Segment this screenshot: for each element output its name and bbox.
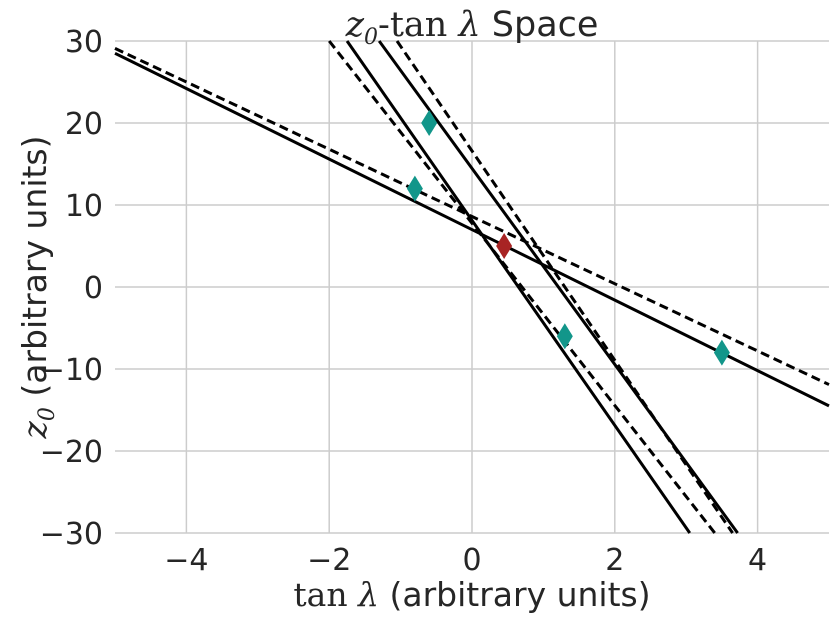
xlabel-lambda: λ: [356, 575, 379, 614]
series-line-4: [114, 47, 830, 386]
chart-title: z0-tan λ Space: [345, 5, 599, 50]
diamond-point-3: [556, 323, 573, 350]
lines: [114, 40, 830, 534]
x-tick-label: −2: [307, 543, 351, 578]
y-tick-label: 10: [65, 189, 103, 224]
diamond-point-2: [421, 110, 438, 136]
title-text: Space: [481, 5, 599, 45]
series-line-6: [395, 40, 734, 534]
title-tan: -tan: [378, 5, 458, 45]
x-axis-label: tan λ (arbitrary units): [293, 575, 650, 614]
x-tick-label: 2: [605, 543, 624, 578]
xlabel-tan: tan: [293, 575, 358, 614]
series-line-2: [345, 40, 692, 534]
xlabel-text: (arbitrary units): [379, 575, 651, 614]
grid: [115, 40, 829, 534]
y-tick-label: −20: [40, 435, 103, 470]
series-line-5: [328, 40, 716, 534]
y-tick-label: 20: [65, 107, 103, 142]
diamond-point-1: [406, 175, 423, 202]
diamond-point-5: [496, 233, 513, 259]
y-tick-label: −30: [40, 517, 103, 552]
title-sub: 0: [364, 25, 378, 50]
x-tick-label: −4: [164, 543, 208, 578]
series-line-1: [114, 51, 830, 408]
ylabel-z: z: [15, 420, 54, 439]
title-z: z: [345, 5, 365, 45]
x-tick-label: 0: [462, 543, 481, 578]
y-tick-label: −10: [40, 353, 103, 388]
title-lambda: λ: [456, 5, 480, 45]
x-tick-label: 4: [748, 543, 767, 578]
y-axis-label: z0 (arbitrary units): [15, 136, 60, 440]
y-tick-label: 0: [84, 271, 103, 306]
diamond-point-4: [713, 339, 730, 366]
y-tick-label: 30: [65, 25, 103, 60]
ylabel-text: (arbitrary units): [15, 136, 54, 408]
points: [406, 110, 730, 366]
ylabel-sub: 0: [35, 407, 60, 421]
